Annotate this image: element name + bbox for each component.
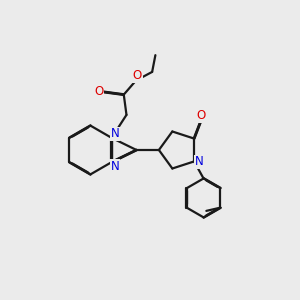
Text: O: O (133, 69, 142, 82)
Text: N: N (110, 160, 119, 173)
Text: N: N (110, 127, 119, 140)
Text: N: N (195, 155, 203, 169)
Text: O: O (94, 85, 103, 98)
Text: O: O (196, 109, 206, 122)
